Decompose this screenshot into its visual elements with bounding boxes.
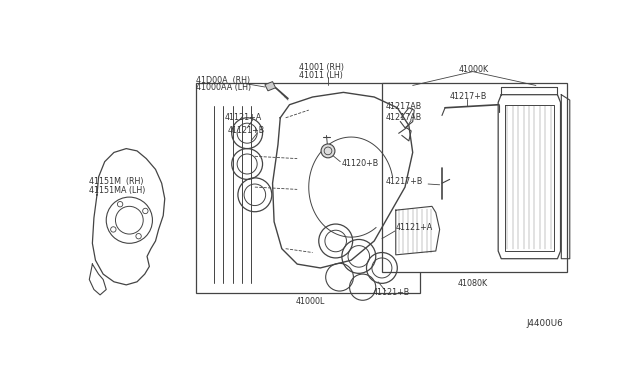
Text: 41151MA (LH): 41151MA (LH) <box>90 186 146 195</box>
Text: 41121+B: 41121+B <box>372 288 410 297</box>
Text: 41001 (RH): 41001 (RH) <box>299 63 344 72</box>
Text: 41120+B: 41120+B <box>342 160 379 169</box>
Bar <box>382 83 566 272</box>
Text: 41D00A  (RH): 41D00A (RH) <box>196 76 250 84</box>
Text: 41121+A: 41121+A <box>396 224 433 232</box>
Text: 41217+B: 41217+B <box>386 177 423 186</box>
Text: 41217AB: 41217AB <box>386 113 422 122</box>
Text: 41121+A: 41121+A <box>225 113 262 122</box>
Polygon shape <box>265 81 276 91</box>
Text: 41217AB: 41217AB <box>386 102 422 111</box>
Text: 41011 (LH): 41011 (LH) <box>299 71 342 80</box>
Text: 41000L: 41000L <box>296 297 325 306</box>
Text: 41121+B: 41121+B <box>228 126 265 135</box>
Text: 41151M  (RH): 41151M (RH) <box>90 177 144 186</box>
Text: 41000AA (LH): 41000AA (LH) <box>196 83 251 92</box>
Circle shape <box>321 144 335 158</box>
Text: 41217+B: 41217+B <box>450 92 487 101</box>
Text: J4400U6: J4400U6 <box>527 319 563 328</box>
Text: 41080K: 41080K <box>458 279 488 288</box>
Text: 41000K: 41000K <box>459 65 489 74</box>
Bar <box>196 83 420 293</box>
